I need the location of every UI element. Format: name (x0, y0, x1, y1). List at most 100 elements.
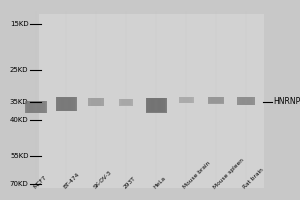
Bar (152, 99, 160, 111)
Bar (61, 98, 70, 110)
Bar (154, 99, 158, 111)
Bar (155, 100, 157, 110)
Bar (178, 97, 194, 103)
Bar (183, 98, 189, 102)
Bar (240, 97, 252, 105)
Bar (95, 99, 97, 105)
Bar (211, 97, 221, 103)
Bar (92, 99, 100, 105)
Bar (63, 99, 69, 109)
Bar (89, 98, 103, 106)
Bar (149, 98, 163, 112)
Bar (155, 100, 157, 110)
Text: MCF7: MCF7 (32, 175, 48, 190)
Bar (29, 102, 43, 112)
Text: 25KD: 25KD (10, 67, 28, 73)
Text: Mouse spleen: Mouse spleen (212, 158, 245, 190)
Bar (245, 98, 247, 104)
Bar (95, 99, 97, 105)
Bar (88, 98, 104, 106)
Bar (39, 14, 264, 188)
Bar (33, 102, 39, 112)
Bar (184, 98, 188, 102)
Bar (153, 99, 159, 111)
Bar (185, 98, 187, 102)
Text: SK-OV-3: SK-OV-3 (92, 170, 112, 190)
Text: 293T: 293T (122, 176, 136, 190)
Bar (56, 97, 76, 111)
Bar (146, 98, 167, 112)
Bar (146, 98, 166, 112)
Bar (180, 97, 192, 103)
Bar (238, 97, 254, 105)
Bar (26, 101, 46, 113)
Bar (146, 98, 167, 112)
Bar (179, 97, 193, 103)
Bar (94, 99, 98, 105)
Bar (149, 98, 163, 112)
Bar (119, 98, 133, 106)
Bar (89, 98, 103, 106)
Bar (240, 97, 252, 105)
Bar (34, 103, 38, 111)
Text: HeLa: HeLa (152, 176, 167, 190)
Bar (179, 97, 193, 103)
Text: 55KD: 55KD (10, 153, 28, 159)
Bar (125, 99, 127, 105)
Bar (56, 97, 76, 111)
Bar (153, 99, 159, 111)
Bar (148, 98, 164, 112)
Bar (32, 102, 40, 112)
Bar (148, 98, 164, 112)
Bar (58, 97, 74, 111)
Text: Mouse brain: Mouse brain (182, 161, 212, 190)
Bar (208, 97, 224, 103)
Text: BT-474: BT-474 (62, 172, 80, 190)
Bar (88, 98, 104, 106)
Bar (242, 98, 250, 104)
Bar (88, 98, 104, 106)
Text: 15KD: 15KD (10, 21, 28, 27)
Bar (185, 98, 187, 102)
Bar (120, 99, 132, 105)
Bar (120, 99, 132, 105)
Bar (119, 98, 133, 106)
Bar (181, 97, 191, 103)
Bar (242, 98, 250, 104)
Bar (154, 99, 158, 111)
Bar (94, 99, 98, 105)
Bar (88, 98, 104, 106)
Bar (238, 97, 254, 105)
Bar (59, 98, 73, 110)
Bar (215, 97, 217, 103)
Bar (208, 97, 224, 104)
Bar (209, 97, 223, 103)
Bar (183, 98, 189, 102)
Text: HNRNPA0: HNRNPA0 (273, 98, 300, 106)
Bar (244, 98, 248, 104)
Bar (28, 101, 44, 113)
Bar (237, 97, 255, 105)
Bar (239, 97, 253, 105)
Bar (212, 97, 220, 103)
Bar (35, 103, 37, 111)
Bar (215, 97, 217, 103)
Bar (58, 97, 74, 111)
Bar (26, 101, 46, 113)
Bar (29, 102, 43, 112)
Bar (125, 99, 127, 105)
Bar (245, 98, 247, 104)
Bar (34, 103, 38, 111)
Bar (185, 98, 187, 102)
Bar (122, 99, 130, 105)
Bar (244, 98, 248, 104)
Bar (212, 97, 220, 103)
Bar (211, 97, 221, 103)
Bar (61, 98, 70, 110)
Bar (91, 98, 101, 106)
Bar (245, 98, 247, 104)
Text: 35KD: 35KD (10, 99, 28, 105)
Bar (245, 98, 247, 104)
Bar (125, 99, 127, 105)
Bar (178, 97, 194, 103)
